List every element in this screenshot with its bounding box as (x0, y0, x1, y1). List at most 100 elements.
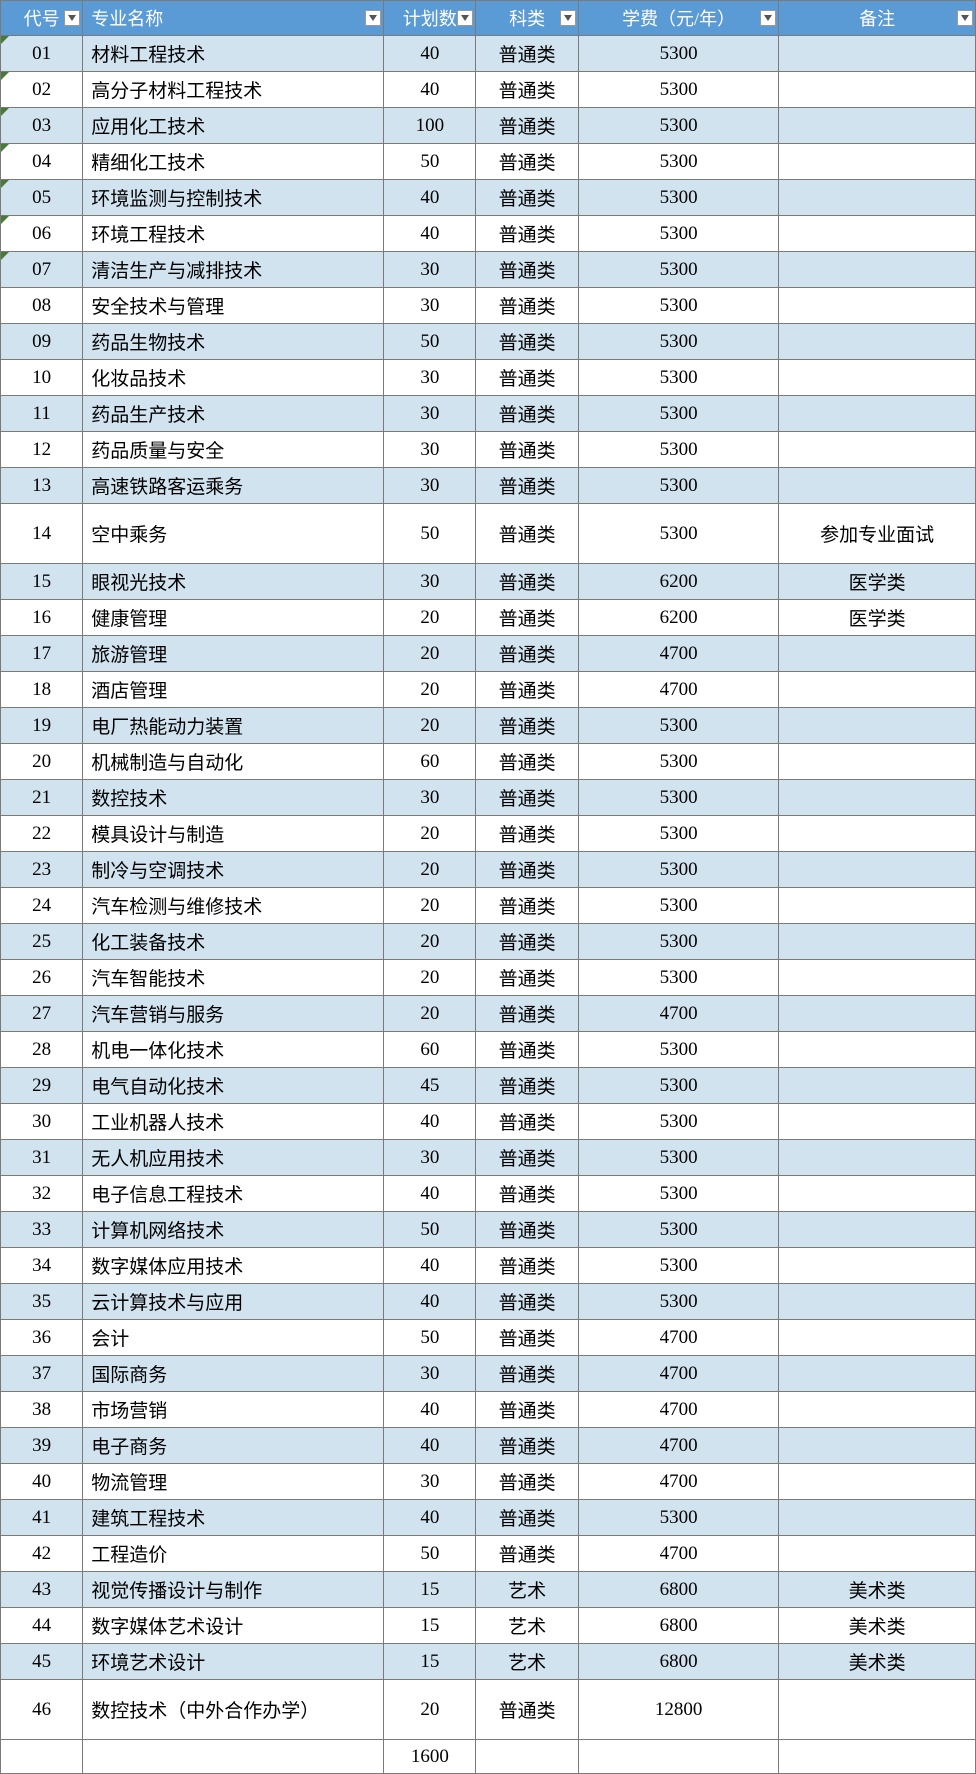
table-cell: 健康管理 (83, 600, 384, 636)
table-cell: 酒店管理 (83, 672, 384, 708)
header-name[interactable]: 专业名称 (83, 1, 384, 36)
table-cell: 36 (1, 1320, 83, 1356)
table-cell: 数控技术（中外合作办学） (83, 1680, 384, 1740)
filter-dropdown-icon[interactable] (560, 10, 576, 26)
table-cell: 工业机器人技术 (83, 1104, 384, 1140)
table-cell: 化妆品技术 (83, 360, 384, 396)
table-cell: 5300 (578, 36, 779, 72)
table-cell: 5300 (578, 1248, 779, 1284)
table-cell: 15 (1, 564, 83, 600)
table-cell: 20 (384, 1680, 476, 1740)
table-cell: 6800 (578, 1644, 779, 1680)
table-cell: 20 (384, 816, 476, 852)
table-cell: 5300 (578, 1104, 779, 1140)
filter-dropdown-icon[interactable] (64, 10, 80, 26)
table-cell: 普通类 (476, 324, 578, 360)
table-row: 14空中乘务50普通类5300参加专业面试 (1, 504, 976, 564)
table-cell: 45 (1, 1644, 83, 1680)
table-cell: 普通类 (476, 1500, 578, 1536)
header-fee[interactable]: 学费（元/年） (578, 1, 779, 36)
table-cell: 普通类 (476, 1356, 578, 1392)
table-cell: 34 (1, 1248, 83, 1284)
table-cell: 普通类 (476, 636, 578, 672)
table-cell: 清洁生产与减排技术 (83, 252, 384, 288)
header-code[interactable]: 代号 (1, 1, 83, 36)
table-cell (779, 708, 976, 744)
table-cell: 4700 (578, 1428, 779, 1464)
table-cell (779, 636, 976, 672)
table-cell (779, 432, 976, 468)
table-cell: 普通类 (476, 1680, 578, 1740)
table-cell (779, 672, 976, 708)
table-cell: 普通类 (476, 432, 578, 468)
table-row: 21数控技术30普通类5300 (1, 780, 976, 816)
table-cell: 5300 (578, 216, 779, 252)
table-cell: 40 (384, 180, 476, 216)
table-cell: 30 (384, 564, 476, 600)
table-cell: 普通类 (476, 36, 578, 72)
table-cell: 普通类 (476, 1212, 578, 1248)
table-row: 02高分子材料工程技术40普通类5300 (1, 72, 976, 108)
table-cell: 12800 (578, 1680, 779, 1740)
table-row: 07清洁生产与减排技术30普通类5300 (1, 252, 976, 288)
table-cell: 数字媒体应用技术 (83, 1248, 384, 1284)
header-note[interactable]: 备注 (779, 1, 976, 36)
table-cell: 5300 (578, 144, 779, 180)
header-name-label: 专业名称 (91, 9, 163, 29)
table-cell: 20 (384, 888, 476, 924)
table-cell: 汽车检测与维修技术 (83, 888, 384, 924)
table-cell: 普通类 (476, 1176, 578, 1212)
table-row: 23制冷与空调技术20普通类5300 (1, 852, 976, 888)
table-cell: 40 (384, 1176, 476, 1212)
table-cell: 艺术 (476, 1608, 578, 1644)
table-cell: 50 (384, 504, 476, 564)
table-cell: 08 (1, 288, 83, 324)
table-cell: 31 (1, 1140, 83, 1176)
table-cell: 5300 (578, 180, 779, 216)
filter-dropdown-icon[interactable] (365, 10, 381, 26)
table-cell: 4700 (578, 636, 779, 672)
table-cell: 41 (1, 1500, 83, 1536)
table-cell: 50 (384, 1320, 476, 1356)
table-cell: 5300 (578, 1500, 779, 1536)
table-row: 12药品质量与安全30普通类5300 (1, 432, 976, 468)
table-cell: 5300 (578, 1176, 779, 1212)
table-cell: 普通类 (476, 144, 578, 180)
table-cell: 5300 (578, 1284, 779, 1320)
table-cell: 建筑工程技术 (83, 1500, 384, 1536)
table-cell: 普通类 (476, 672, 578, 708)
table-cell: 云计算技术与应用 (83, 1284, 384, 1320)
filter-dropdown-icon[interactable] (957, 10, 973, 26)
cell-marker-icon (1, 144, 11, 154)
table-cell: 普通类 (476, 1104, 578, 1140)
table-cell: 20 (384, 924, 476, 960)
table-cell: 材料工程技术 (83, 36, 384, 72)
cell-marker-icon (1, 252, 11, 262)
table-cell: 市场营销 (83, 1392, 384, 1428)
header-code-label: 代号 (24, 9, 60, 29)
filter-dropdown-icon[interactable] (760, 10, 776, 26)
header-plan[interactable]: 计划数 (384, 1, 476, 36)
table-cell (779, 1680, 976, 1740)
table-cell: 药品质量与安全 (83, 432, 384, 468)
table-row: 45环境艺术设计15艺术6800美术类 (1, 1644, 976, 1680)
table-cell: 18 (1, 672, 83, 708)
filter-dropdown-icon[interactable] (457, 10, 473, 26)
table-cell: 环境监测与控制技术 (83, 180, 384, 216)
header-cat[interactable]: 科类 (476, 1, 578, 36)
table-cell: 机械制造与自动化 (83, 744, 384, 780)
table-cell: 普通类 (476, 288, 578, 324)
table-cell (779, 1464, 976, 1500)
table-cell: 普通类 (476, 708, 578, 744)
table-cell: 普通类 (476, 108, 578, 144)
table-cell: 01 (1, 36, 83, 72)
table-cell: 30 (384, 1464, 476, 1500)
table-cell (779, 180, 976, 216)
table-cell: 03 (1, 108, 83, 144)
table-cell: 空中乘务 (83, 504, 384, 564)
table-cell: 普通类 (476, 816, 578, 852)
table-cell: 20 (384, 672, 476, 708)
table-cell: 29 (1, 1068, 83, 1104)
table-cell: 39 (1, 1428, 83, 1464)
table-cell: 普通类 (476, 360, 578, 396)
